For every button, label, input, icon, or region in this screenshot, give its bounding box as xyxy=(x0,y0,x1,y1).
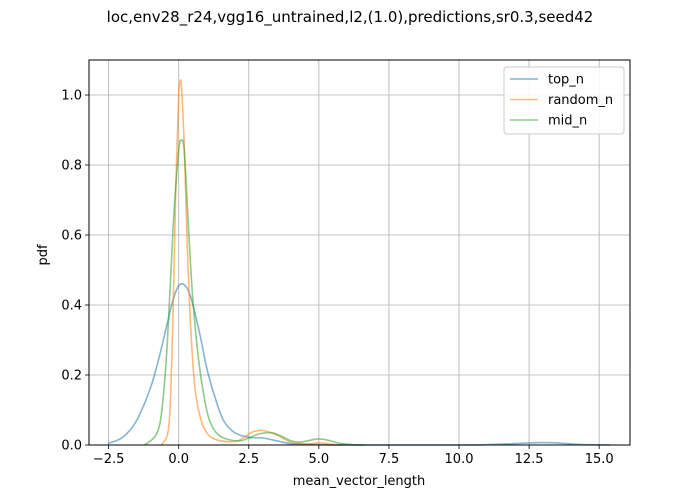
chart-title: loc,env28_r24,vgg16_untrained,l2,(1.0),p… xyxy=(107,8,594,27)
grid xyxy=(89,60,630,446)
y-tick-label: 0.4 xyxy=(61,299,82,314)
x-tick-label: 0.0 xyxy=(168,452,189,467)
x-tick-label: 7.5 xyxy=(379,452,400,467)
y-axis: 0.0 0.2 0.4 0.6 0.8 1.0 xyxy=(61,89,89,454)
x-tick-label: 15.0 xyxy=(585,452,614,467)
x-axis-label: mean_vector_length xyxy=(293,474,426,489)
x-tick-label: 12.5 xyxy=(515,452,544,467)
y-axis-label: pdf xyxy=(36,244,51,266)
legend-label: random_n xyxy=(548,93,613,108)
y-tick-label: 0.6 xyxy=(61,229,82,244)
y-tick-label: 0.2 xyxy=(61,369,82,384)
legend-box xyxy=(503,66,625,135)
x-tick-label: 2.5 xyxy=(238,452,259,467)
series-line-mid-n xyxy=(144,139,365,446)
legend-label: top_n xyxy=(548,73,584,88)
legend-label: mid_n xyxy=(548,114,587,129)
x-tick-label: −2.5 xyxy=(93,452,125,467)
y-tick-label: 1.0 xyxy=(61,89,82,104)
x-axis: −2.5 0.0 2.5 5.0 7.5 10.0 12.5 15.0 xyxy=(93,445,614,467)
y-tick-label: 0.8 xyxy=(61,159,82,174)
y-tick-label: 0.0 xyxy=(61,439,82,454)
legend: top_n random_n mid_n xyxy=(503,66,625,135)
series-layer xyxy=(107,78,612,446)
series-line-random-n xyxy=(161,78,343,446)
x-tick-label: 5.0 xyxy=(309,452,330,467)
axes-frame xyxy=(88,59,631,446)
x-tick-label: 10.0 xyxy=(445,452,474,467)
